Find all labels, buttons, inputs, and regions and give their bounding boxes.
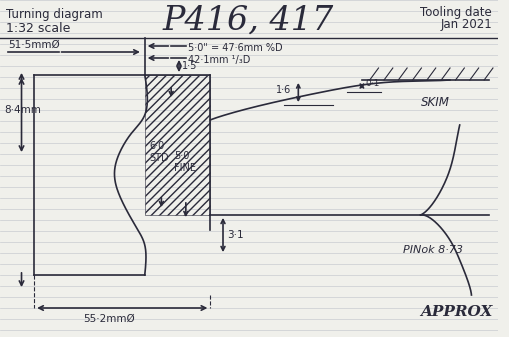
Text: 1:32 scale: 1:32 scale	[6, 22, 70, 35]
Text: 51·5mmØ: 51·5mmØ	[8, 40, 60, 50]
Text: APPROX: APPROX	[420, 305, 493, 319]
Text: PINok 8·73: PINok 8·73	[403, 245, 463, 255]
Text: 5·0
FINE: 5·0 FINE	[174, 151, 196, 173]
Text: Turning diagram: Turning diagram	[6, 8, 103, 21]
Text: SKIM: SKIM	[420, 96, 449, 109]
Text: 42·1mm ¹/₃D: 42·1mm ¹/₃D	[188, 55, 250, 65]
Text: 0·1: 0·1	[366, 79, 380, 88]
Text: 3·1: 3·1	[227, 230, 243, 240]
Text: 1·6: 1·6	[276, 85, 291, 95]
Text: 1·5: 1·5	[182, 61, 197, 71]
Text: Tooling date: Tooling date	[420, 6, 492, 19]
Text: 6·0
STD: 6·0 STD	[150, 141, 169, 163]
Text: 5·0" = 47·6mm %D: 5·0" = 47·6mm %D	[188, 43, 282, 53]
Text: 8·4mm: 8·4mm	[4, 105, 41, 115]
Text: Jan 2021: Jan 2021	[440, 18, 492, 31]
Text: 55·2mmØ: 55·2mmØ	[83, 314, 135, 324]
Text: P416, 417: P416, 417	[163, 5, 334, 37]
